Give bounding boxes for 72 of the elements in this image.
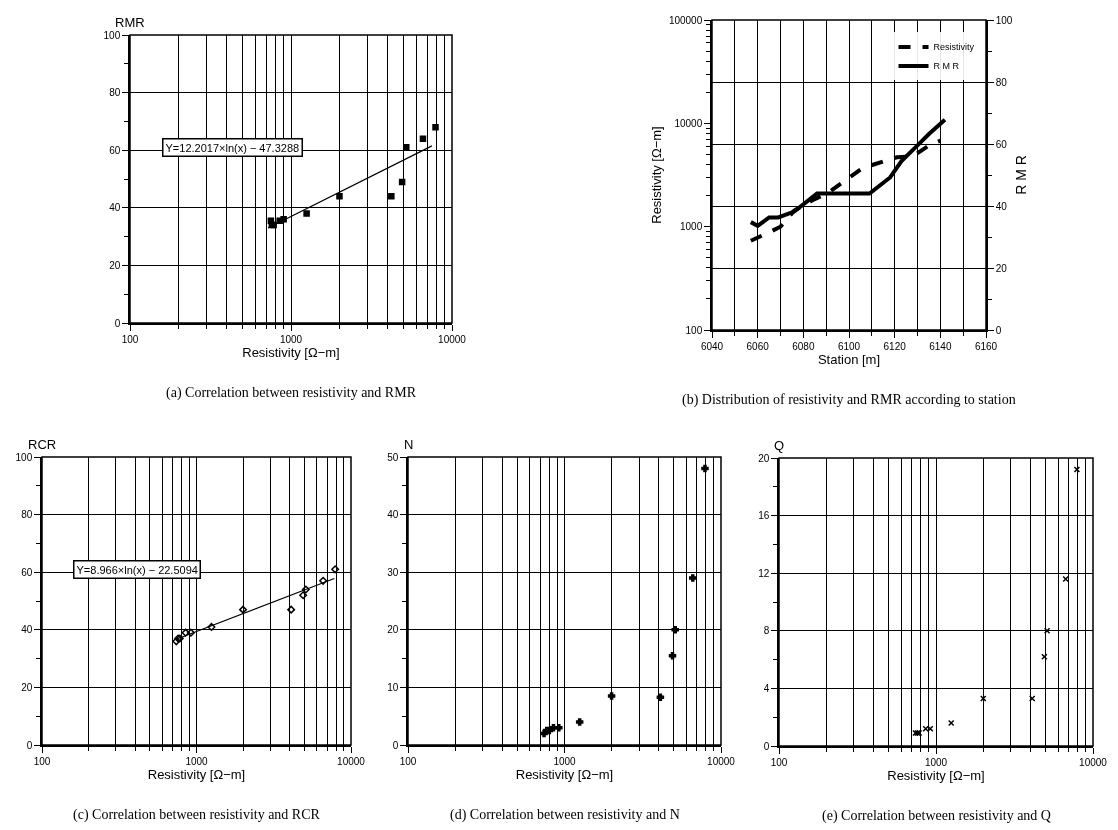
y-tick-label: 100	[103, 29, 121, 41]
y-tick-label: 20	[21, 681, 33, 693]
y-tick-label: 60	[109, 144, 121, 156]
x-tick-label: 10000	[1079, 756, 1108, 768]
y2-axis-title: R M R	[1012, 155, 1029, 195]
x-tick-label: 6140	[929, 340, 952, 352]
y-tick-label: 0	[392, 739, 399, 751]
x-tick-label: 6100	[837, 340, 861, 352]
y2-tick-label: 60	[995, 138, 1008, 150]
y-tick-label: 16	[758, 510, 770, 522]
y-axis-title: Q	[774, 438, 785, 453]
text: (e) Correlation between resistivity and Q	[822, 808, 1051, 824]
y-tick-label: 80	[109, 87, 121, 99]
y2-tick-label: 40	[995, 200, 1008, 212]
y-tick-label: 20	[109, 259, 121, 271]
y-tick-label: 60	[21, 566, 33, 578]
y-tick-label: 50	[387, 451, 399, 463]
y-tick-label: 40	[109, 202, 121, 214]
x-axis-title: Resistivity [Ω−m]	[242, 344, 340, 360]
y-tick-label: 8	[763, 625, 770, 637]
text: (b) Distribution of resistivity and RMR according to station	[682, 392, 1016, 408]
x-tick-label: 1000	[185, 755, 209, 767]
y-tick-label: 0	[26, 739, 33, 751]
y-tick-label: 20	[387, 624, 399, 636]
legend-label: Resistivity	[933, 42, 975, 53]
x-tick-label: 6040	[700, 340, 724, 352]
x-tick-label: 6060	[746, 340, 770, 352]
x-axis-title: Resistivity [Ω−m]	[147, 766, 246, 782]
y-axis-title: RMR	[115, 15, 145, 30]
y-tick-label: 10	[387, 681, 399, 693]
y-tick-label: 30	[387, 566, 399, 578]
y-tick-label: 0	[114, 317, 121, 329]
y2-tick-label: 80	[995, 76, 1008, 88]
legend-label: R M R	[933, 61, 960, 72]
x-tick-label: 1000	[553, 755, 577, 767]
x-tick-label: 1000	[924, 756, 948, 768]
x-axis-title: Resistivity [Ω−m]	[515, 766, 614, 782]
y-tick-label: 10000	[674, 117, 703, 129]
x-tick-label: 10000	[707, 755, 736, 767]
y2-tick-label: 100	[995, 14, 1013, 26]
y-tick-label: 100	[685, 324, 703, 336]
y-tick-label: 1000	[680, 221, 703, 233]
x-tick-label: 100	[399, 755, 417, 767]
y-tick-label: 40	[21, 624, 33, 636]
y-tick-label: 80	[21, 509, 33, 521]
x-tick-label: 100	[121, 333, 139, 345]
x-tick-label: 6160	[974, 340, 998, 352]
y-tick-label: 0	[763, 740, 770, 752]
x-tick-label: 1000	[279, 333, 303, 345]
y-axis-title: Resistivity [Ω−m]	[649, 126, 665, 224]
y2-tick-label: 0	[995, 324, 1002, 336]
y-tick-label: 12	[758, 567, 770, 579]
x-axis-title: Station [m]	[817, 351, 881, 367]
x-tick-label: 10000	[438, 333, 467, 345]
x-tick-label: 10000	[337, 755, 366, 767]
text: (a) Correlation between resistivity and RMR	[166, 385, 417, 401]
y-tick-label: 20	[758, 452, 770, 464]
y2-tick-label: 20	[995, 262, 1008, 274]
annotation: Y=8.966×ln(x) − 22.5094	[76, 563, 198, 576]
y-axis-title: RCR	[28, 437, 57, 452]
y-tick-label: 4	[763, 682, 770, 694]
y-tick-label: 100000	[668, 14, 703, 26]
x-axis-title: Resistivity [Ω−m]	[887, 767, 985, 783]
annotation: Y=12.2017×ln(x) − 47.3288	[165, 141, 300, 154]
y-tick-label: 100	[15, 451, 33, 463]
x-tick-label: 6120	[883, 340, 907, 352]
x-tick-label: 6080	[792, 340, 815, 352]
text: (c) Correlation between resistivity and RCR	[73, 807, 321, 823]
x-tick-label: 100	[33, 755, 51, 767]
y-axis-title: N	[404, 437, 414, 452]
y-tick-label: 40	[387, 509, 399, 521]
text: (d) Correlation between resistivity and N	[450, 807, 680, 823]
